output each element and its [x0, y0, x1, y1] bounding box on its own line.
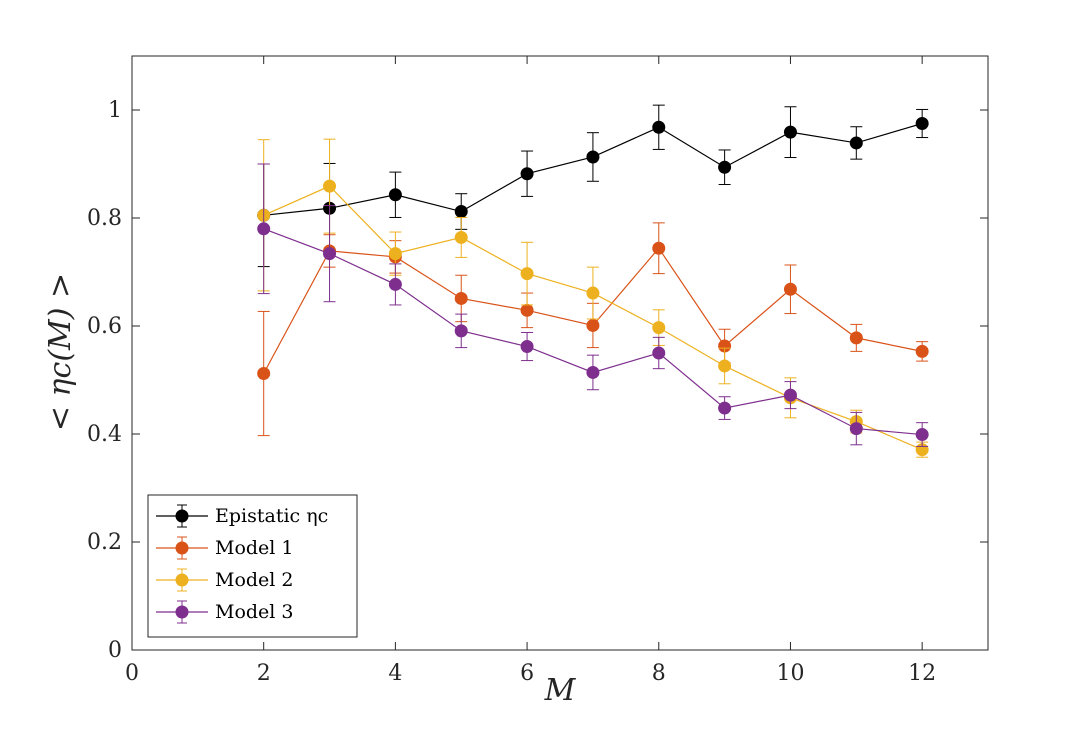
plot-area	[257, 104, 929, 458]
data-point	[520, 303, 534, 317]
data-point	[652, 241, 666, 255]
y-tick-label: 1	[108, 98, 122, 123]
data-point	[323, 247, 337, 261]
data-point	[323, 179, 337, 193]
y-tick-label: 0.8	[87, 206, 122, 231]
data-point	[454, 324, 468, 338]
legend-entry: Model 2	[156, 568, 294, 592]
series-3	[257, 138, 929, 458]
y-tick-label: 0.4	[87, 422, 122, 447]
data-point	[783, 388, 797, 402]
y-tick-label: 0.2	[87, 530, 122, 555]
data-point	[915, 428, 929, 442]
data-point	[586, 150, 600, 164]
axes-box	[131, 55, 989, 651]
legend-marker	[175, 573, 189, 587]
legend-entry: Model 1	[156, 536, 294, 560]
data-point	[586, 318, 600, 332]
data-point	[849, 331, 863, 345]
x-tick-label: 2	[257, 661, 271, 686]
data-point	[652, 346, 666, 360]
data-point	[257, 367, 271, 381]
data-point	[454, 205, 468, 219]
legend-marker	[175, 541, 189, 555]
y-tick-label: 0	[108, 638, 122, 663]
series-1	[257, 104, 929, 268]
data-point	[718, 401, 732, 415]
data-point	[849, 136, 863, 150]
data-point	[454, 230, 468, 244]
x-axis-title: M	[544, 673, 577, 708]
legend-entry: Epistatic ηc	[156, 504, 328, 528]
legend-marker	[175, 605, 189, 619]
series-2	[257, 222, 929, 437]
series-4	[257, 163, 929, 447]
data-point	[783, 125, 797, 139]
data-point	[454, 291, 468, 305]
data-point	[783, 282, 797, 296]
legend: Epistatic ηc Model 1 Model 2 Model 3	[147, 494, 358, 638]
x-tick-label: 12	[908, 661, 936, 686]
data-point	[520, 340, 534, 354]
data-point	[388, 247, 402, 261]
x-tick-label: 0	[125, 661, 139, 686]
data-point	[586, 365, 600, 379]
data-point	[388, 277, 402, 291]
data-point	[586, 286, 600, 300]
legend-marker	[175, 509, 189, 523]
x-tick-label: 6	[520, 661, 534, 686]
x-tick-label: 4	[388, 661, 402, 686]
data-point	[388, 188, 402, 202]
axes: 0 2 4 6 8 10 12 0 0.2 0.4 0.6 0.8 1	[87, 55, 989, 686]
data-point	[915, 344, 929, 358]
x-tick-label: 10	[776, 661, 804, 686]
y-tick-label: 0.6	[87, 314, 122, 339]
data-point	[849, 422, 863, 436]
data-point	[718, 359, 732, 373]
x-tick-label: 8	[652, 661, 666, 686]
y-axis-title: < ηc(M) >	[43, 273, 78, 431]
legend-label: Epistatic ηc	[215, 505, 328, 527]
legend-label: Model 1	[215, 537, 294, 559]
legend-label: Model 2	[215, 569, 294, 591]
legend-label: Model 3	[215, 601, 294, 623]
data-point	[915, 117, 929, 130]
data-point	[520, 267, 534, 281]
data-point	[520, 167, 534, 181]
legend-entry: Model 3	[156, 600, 294, 624]
data-point	[652, 321, 666, 335]
data-point	[257, 222, 271, 236]
data-point	[718, 160, 732, 174]
data-point	[652, 120, 666, 134]
